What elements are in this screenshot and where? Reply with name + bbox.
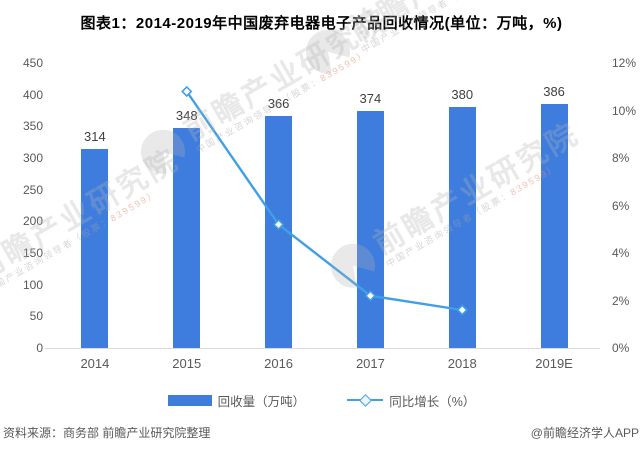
y-tick-right: 12% <box>612 56 637 70</box>
bar-2014 <box>81 149 109 348</box>
diamond-marker-icon <box>359 394 373 407</box>
legend-item-recycling-volume: 回收量（万吨） <box>167 391 306 410</box>
line-marker-diamond-icon <box>272 218 285 231</box>
x-tick-2018: 2018 <box>447 356 477 371</box>
growth-line <box>185 90 463 312</box>
legend-item-yoy-growth: 同比增长（%） <box>347 391 475 410</box>
bar-value-label: 314 <box>84 129 106 145</box>
plot-area: 314 348 366 374 380 386 <box>49 63 600 348</box>
y-tick-right: 4% <box>612 246 630 260</box>
x-tick-2019E: 2019E <box>535 356 573 371</box>
y-tick-left: 350 <box>22 119 43 134</box>
y-tick-right: 0% <box>612 341 630 355</box>
legend: 回收量（万吨） 同比增长（%） <box>0 390 643 410</box>
y-tick-right: 2% <box>612 293 630 308</box>
x-tick-2014: 2014 <box>80 356 110 371</box>
bar-value-label: 348 <box>175 107 198 123</box>
growth-line-chart <box>181 85 468 316</box>
legend-label: 同比增长（%） <box>389 394 476 409</box>
y-tick-left: 0 <box>36 341 43 355</box>
bar-series-swatch <box>167 394 212 406</box>
data-source-text: 资料来源：商务部 前瞻产业研究院整理 <box>3 426 211 440</box>
bar-2017 <box>356 111 384 348</box>
y-tick-left: 300 <box>22 151 43 165</box>
y-tick-left: 250 <box>22 182 43 197</box>
y-tick-right: 6% <box>612 198 630 213</box>
x-tick-2015: 2015 <box>172 356 202 371</box>
y-tick-left: 450 <box>22 56 43 70</box>
y-tick-left: 150 <box>22 246 43 260</box>
bar-value-label: 374 <box>359 91 382 107</box>
bar-value-label: 380 <box>451 87 474 103</box>
y-tick-left: 50 <box>29 309 43 324</box>
app-credit-text: @前瞻经济学人APP <box>530 426 639 440</box>
bar-2015 <box>173 127 201 348</box>
y-tick-right: 8% <box>612 151 630 165</box>
y-tick-left: 100 <box>22 277 43 292</box>
x-tick-2017: 2017 <box>355 356 385 371</box>
y-tick-left: 200 <box>22 214 43 229</box>
bar-value-label: 366 <box>267 96 290 112</box>
chart-title: 图表1：2014-2019年中国废弃电器电子产品回收情况(单位：万吨，%) <box>80 15 563 32</box>
footer: 资料来源：商务部 前瞻产业研究院整理 @前瞻经济学人APP <box>0 424 643 444</box>
y-tick-right: 10% <box>612 103 637 118</box>
legend-label: 回收量（万吨） <box>217 394 306 409</box>
line-series-swatch <box>347 394 384 407</box>
bar-2019E <box>540 103 568 348</box>
line-marker-diamond-icon <box>456 304 468 316</box>
bar-value-label: 386 <box>543 83 565 99</box>
line-marker-diamond-icon <box>181 85 193 98</box>
line-marker-diamond-icon <box>364 290 377 302</box>
y-tick-left: 400 <box>22 87 43 102</box>
x-tick-2016: 2016 <box>264 356 294 371</box>
x-axis-line <box>45 348 600 349</box>
